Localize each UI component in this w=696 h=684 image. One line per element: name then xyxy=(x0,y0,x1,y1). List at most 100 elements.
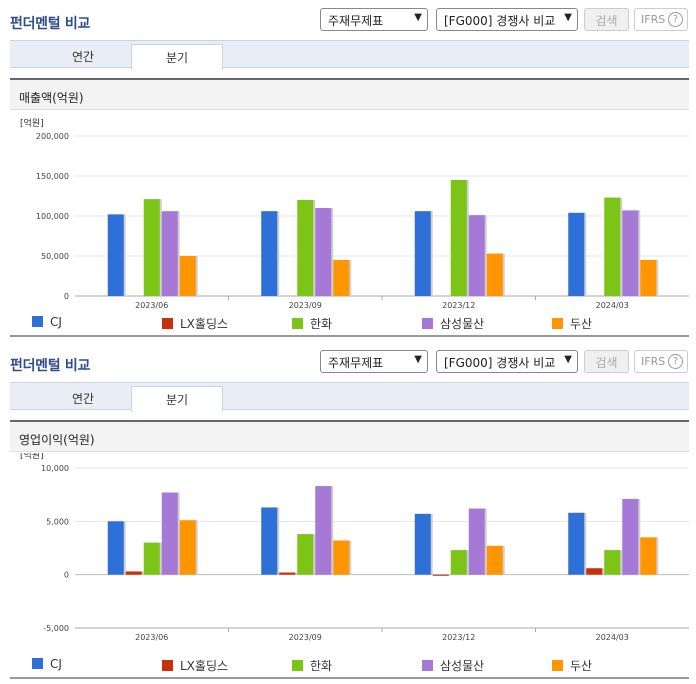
bar-두산 xyxy=(333,540,350,575)
compare-select[interactable]: [FG000] 경쟁사 비교 ▼ xyxy=(436,8,578,31)
chart-header: 영업이익(억원) xyxy=(10,422,689,452)
y-tick-label: 0 xyxy=(64,292,69,301)
legend-label: LX홀딩스 xyxy=(180,317,229,331)
y-unit-label: [억원] xyxy=(20,117,44,129)
chevron-down-icon: ▼ xyxy=(414,12,422,23)
chevron-down-icon: ▼ xyxy=(564,12,572,23)
legend-item[interactable]: LX홀딩스 xyxy=(162,657,228,674)
legend-label: 한화 xyxy=(310,659,333,673)
bar-삼성물산 xyxy=(315,486,332,575)
legend-item[interactable]: 한화 xyxy=(292,315,332,332)
bar-삼성물산 xyxy=(468,508,485,575)
legend-item[interactable]: 삼성물산 xyxy=(422,657,484,674)
chart-title: 매출액(억원) xyxy=(19,91,84,105)
legend-swatch xyxy=(552,318,563,329)
statement-select[interactable]: 주재무제표 ▼ xyxy=(320,8,428,31)
compare-select-value: [FG000] 경쟁사 비교 xyxy=(444,356,556,370)
operating-profit-chart: [억원] 10,000 5,000 0 -5,000 2023/06 2023/09 2023… xyxy=(20,453,689,642)
legend-swatch xyxy=(32,658,43,669)
legend-label: 두산 xyxy=(570,659,593,673)
legend-swatch xyxy=(422,660,433,671)
y-unit-label: [억원] xyxy=(20,453,44,461)
search-button[interactable]: 검색 xyxy=(584,350,629,373)
chevron-down-icon: ▼ xyxy=(414,354,422,365)
bar-두산 xyxy=(640,260,657,296)
chart-title: 영업이익(억원) xyxy=(19,433,95,447)
toolbar: 펀더멘털 비교 주재무제표 ▼ [FG000] 경쟁사 비교 ▼ 검색 IFRS… xyxy=(0,342,696,382)
bar-CJ xyxy=(261,211,278,296)
legend-label: LX홀딩스 xyxy=(180,659,229,673)
legend-swatch xyxy=(292,318,303,329)
legend-label: 두산 xyxy=(570,317,593,331)
legend-label: 삼성물산 xyxy=(440,659,485,673)
x-tick-label: 2023/06 xyxy=(135,301,168,310)
revenue-chart: [억원] 200,000 150,000 100,000 50,000 0 2023/06 2… xyxy=(20,117,689,310)
period-tabs: 연간 분기 xyxy=(10,40,689,70)
bar-두산 xyxy=(486,545,503,575)
legend-swatch xyxy=(552,660,563,671)
legend-swatch xyxy=(162,318,173,329)
x-tick-label: 2023/12 xyxy=(442,301,475,310)
tab-quarterly[interactable]: 분기 xyxy=(131,44,223,70)
tab-annual[interactable]: 연간 xyxy=(71,50,95,64)
chevron-down-icon: ▼ xyxy=(564,354,572,365)
bar-두산 xyxy=(179,520,196,575)
legend-item[interactable]: LX홀딩스 xyxy=(162,315,228,332)
ifrs-label: IFRS xyxy=(641,355,666,368)
bar-CJ xyxy=(568,512,585,575)
bar-CJ xyxy=(261,507,278,575)
statement-select-value: 주재무제표 xyxy=(328,14,384,28)
bar-삼성물산 xyxy=(161,211,178,296)
y-tick-label: 0 xyxy=(64,571,69,580)
bar-한화 xyxy=(143,199,160,296)
chart-header: 매출액(억원) xyxy=(10,80,689,110)
bar-CJ xyxy=(568,212,585,296)
ifrs-label: IFRS xyxy=(641,13,666,26)
tab-annual[interactable]: 연간 xyxy=(71,392,95,406)
x-tick-label: 2023/12 xyxy=(442,633,475,642)
bar-한화 xyxy=(143,542,160,575)
bar-CJ xyxy=(414,211,431,296)
legend-item[interactable]: CJ xyxy=(32,657,62,671)
bar-한화 xyxy=(297,534,314,575)
legend-label: 삼성물산 xyxy=(440,317,485,331)
ifrs-button[interactable]: IFRS ? xyxy=(634,350,688,373)
page-title: 펀더멘털 비교 xyxy=(10,358,91,374)
legend-label: 한화 xyxy=(310,317,333,331)
bar-두산 xyxy=(640,537,657,575)
compare-select[interactable]: [FG000] 경쟁사 비교 ▼ xyxy=(436,350,578,373)
bar-삼성물산 xyxy=(468,215,485,296)
bar-CJ xyxy=(414,513,431,575)
bar-LX홀딩스 xyxy=(279,572,296,575)
help-icon[interactable]: ? xyxy=(668,354,683,369)
compare-select-value: [FG000] 경쟁사 비교 xyxy=(444,14,556,28)
bar-두산 xyxy=(179,256,196,296)
chart-legend: CJ LX홀딩스 한화 삼성물산 두산 xyxy=(10,655,689,675)
help-icon[interactable]: ? xyxy=(668,12,683,27)
legend-item[interactable]: CJ xyxy=(32,315,62,329)
ifrs-button[interactable]: IFRS ? xyxy=(634,8,688,31)
y-tick-label: -5,000 xyxy=(43,624,69,633)
legend-item[interactable]: 한화 xyxy=(292,657,332,674)
revenue-chart-box: 매출액(억원) [억원] 200,000 150,000 100,000 50,000 0… xyxy=(10,78,689,337)
legend-item[interactable]: 삼성물산 xyxy=(422,315,484,332)
legend-swatch xyxy=(32,316,43,327)
y-tick-label: 5,000 xyxy=(46,517,69,526)
legend-item[interactable]: 두산 xyxy=(552,657,592,674)
legend-swatch xyxy=(292,660,303,671)
statement-select-value: 주재무제표 xyxy=(328,356,384,370)
bar-LX홀딩스 xyxy=(432,574,449,576)
chart-legend: CJ LX홀딩스 한화 삼성물산 두산 xyxy=(10,313,689,333)
search-button[interactable]: 검색 xyxy=(584,8,629,31)
legend-swatch xyxy=(162,660,173,671)
operating-profit-chart-box: 영업이익(억원) [억원] 10,000 5,000 0 -5,000 2023/06 20… xyxy=(10,420,689,679)
bar-한화 xyxy=(604,197,621,296)
bar-LX홀딩스 xyxy=(125,571,142,575)
bar-두산 xyxy=(333,260,350,296)
legend-item[interactable]: 두산 xyxy=(552,315,592,332)
bar-두산 xyxy=(486,253,503,296)
tab-quarterly[interactable]: 분기 xyxy=(131,386,223,412)
statement-select[interactable]: 주재무제표 ▼ xyxy=(320,350,428,373)
x-tick-label: 2024/03 xyxy=(596,633,629,642)
bar-삼성물산 xyxy=(161,492,178,575)
